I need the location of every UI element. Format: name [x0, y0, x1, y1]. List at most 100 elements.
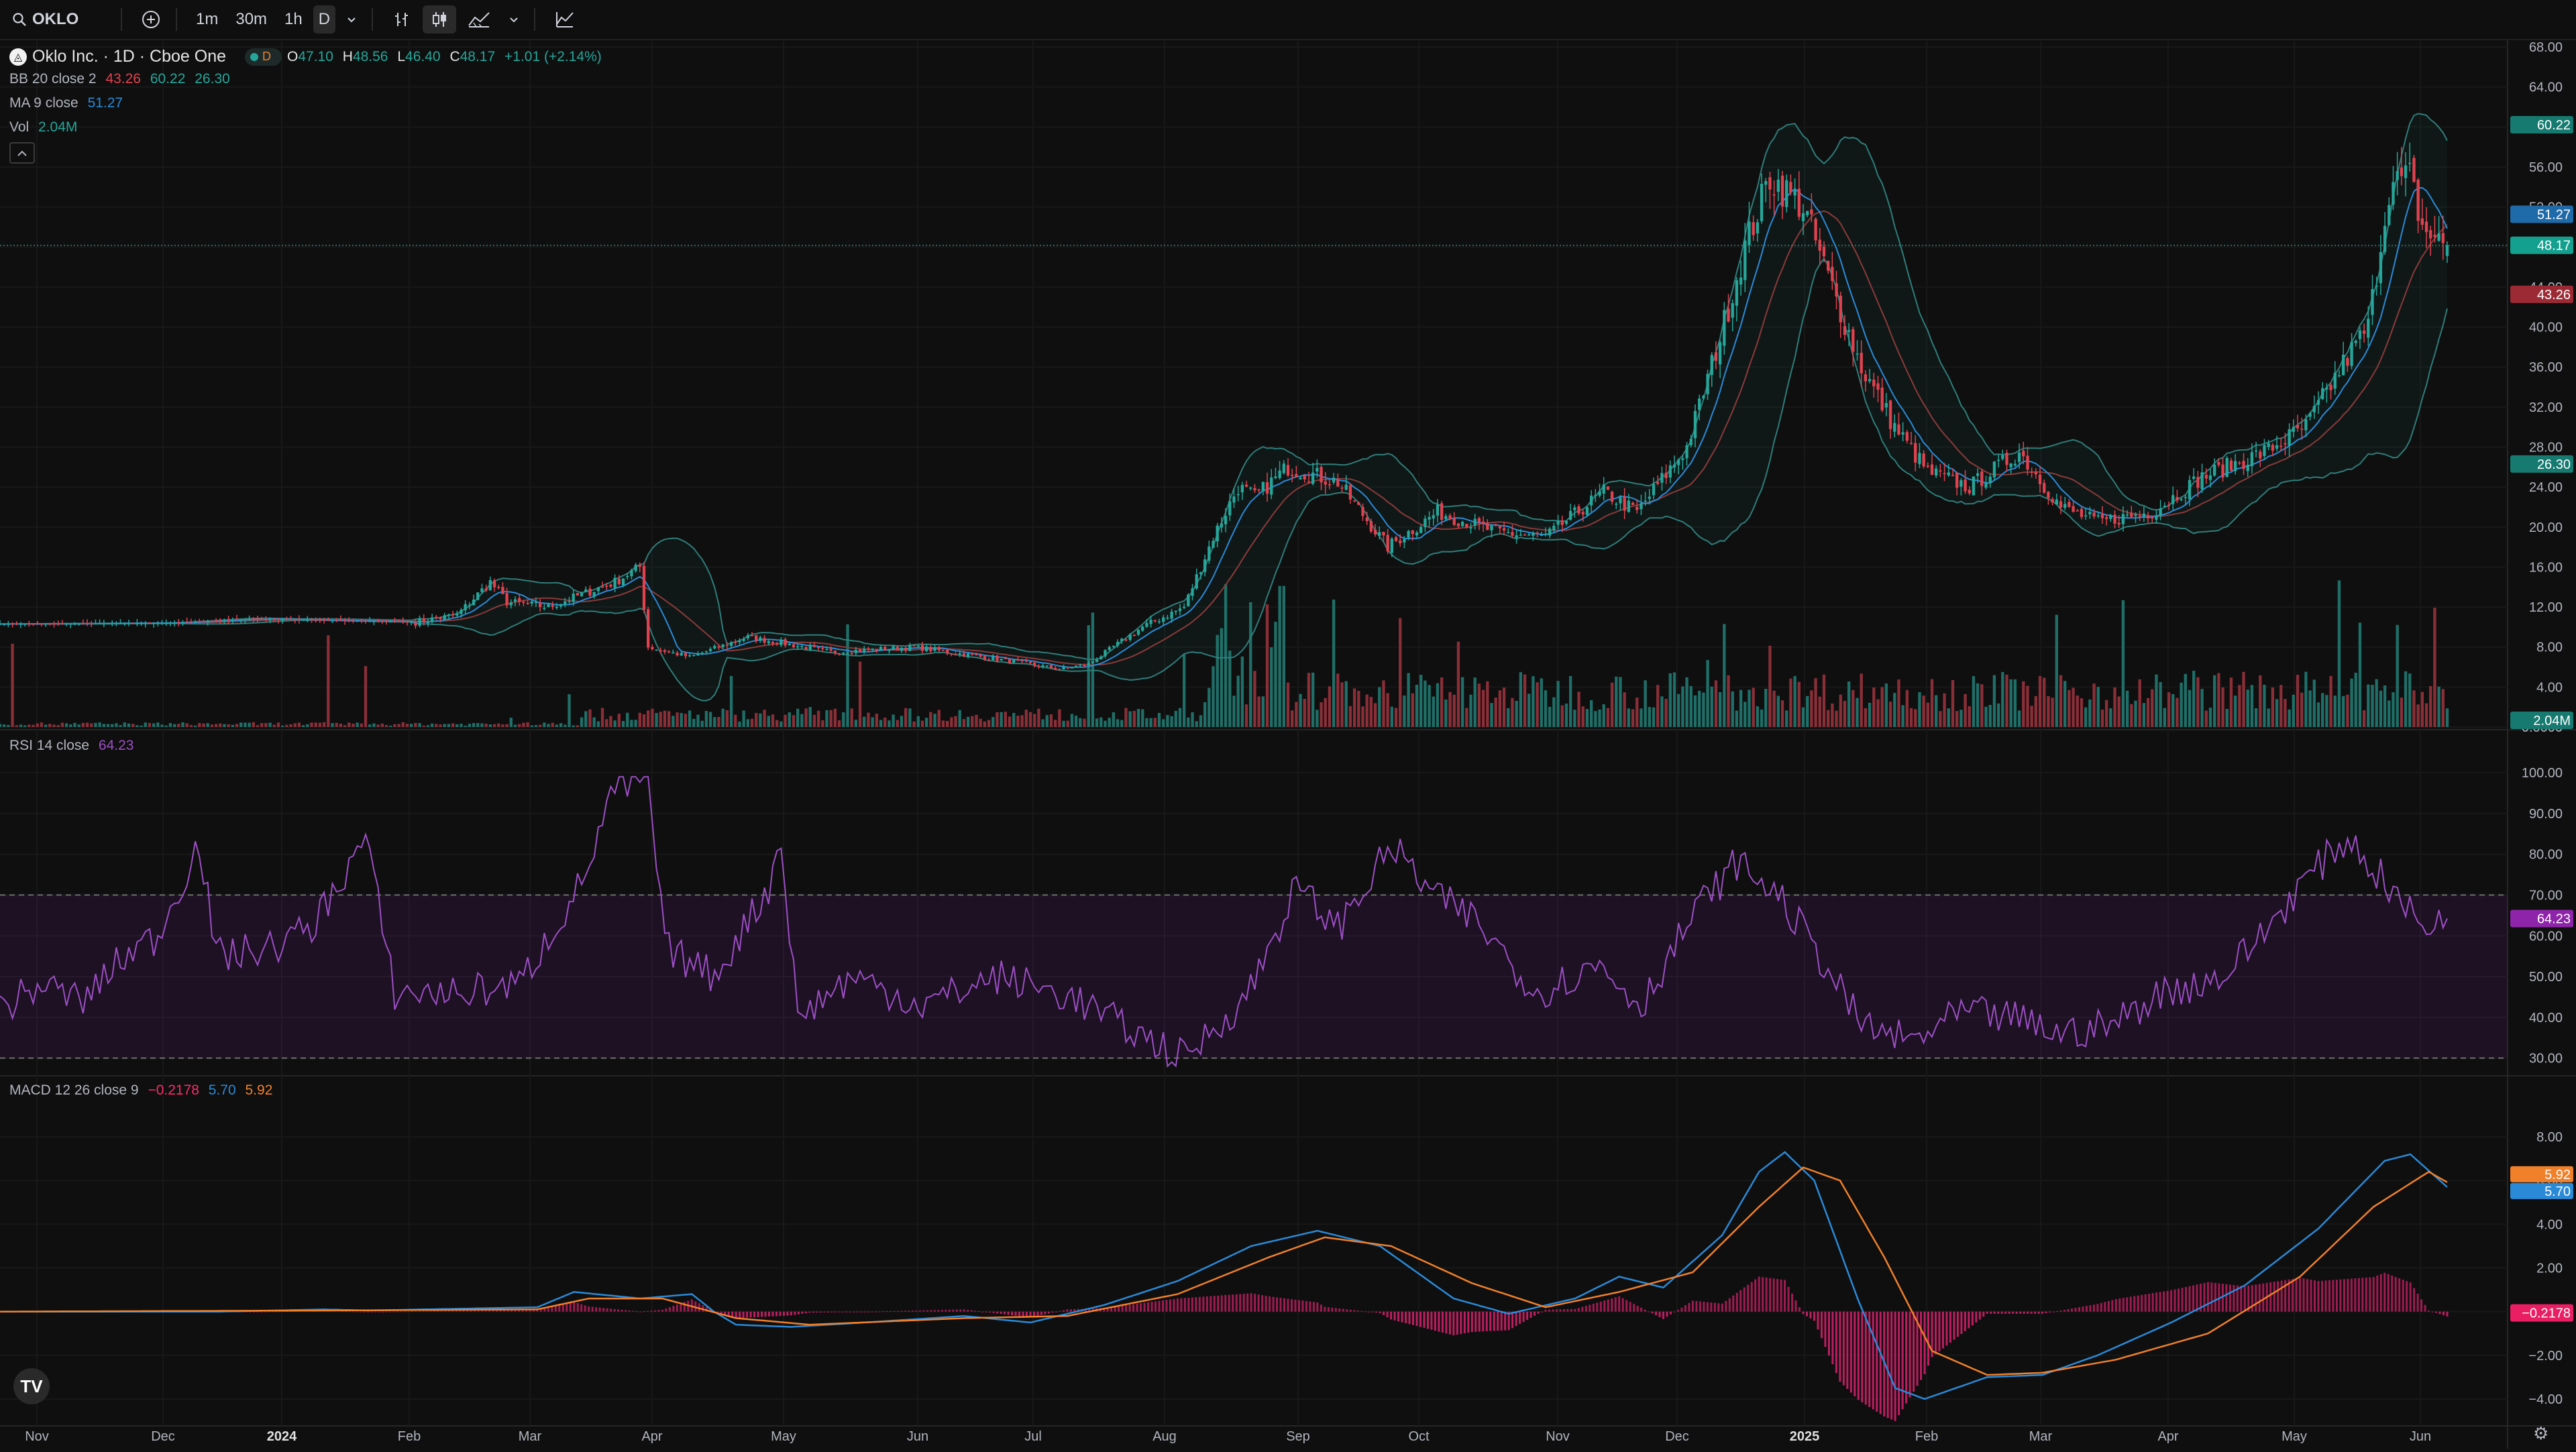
- macd-hist-bar: [256, 1311, 259, 1313]
- volume-bar: [1261, 696, 1265, 727]
- volume-bar: [119, 725, 122, 727]
- collapse-legend-button[interactable]: [9, 142, 35, 164]
- macd-hist-bar: [989, 1311, 991, 1313]
- macd-hist-bar: [768, 1311, 771, 1317]
- legend-bb[interactable]: BB 20 close 2 43.26 60.22 26.30: [9, 71, 235, 87]
- candle-body: [1456, 523, 1460, 526]
- candle-body: [2284, 443, 2287, 445]
- macd-hist-bar: [2178, 1288, 2180, 1312]
- candle-body: [1556, 520, 1560, 525]
- volume-bar: [1536, 682, 1539, 727]
- chart-area[interactable]: Nov Dec 2024 Feb Mar Apr May Jun Jul Aug Sep Oct Nov…: [0, 40, 2576, 1449]
- chart-canvas[interactable]: Nov Dec 2024 Feb Mar Apr May Jun Jul Aug Sep Oct Nov…: [0, 40, 2576, 1449]
- volume-bar: [2341, 695, 2345, 727]
- legend-macd[interactable]: MACD 12 26 close 9 −0.2178 5.70 5.92: [9, 1082, 278, 1099]
- candle-body: [1681, 458, 1684, 460]
- macd-hist-bar: [1478, 1311, 1481, 1332]
- candle-body: [214, 620, 218, 622]
- legend-vol[interactable]: Vol 2.04M: [9, 119, 83, 135]
- legend-rsi[interactable]: RSI 14 close 64.23: [9, 738, 139, 754]
- symbol-search-button[interactable]: OKLO: [5, 5, 113, 34]
- ohlc-close: 48.17: [460, 48, 496, 64]
- volume-bar: [1556, 681, 1560, 727]
- volume-bar: [1648, 707, 1652, 727]
- volume-bar: [1814, 678, 1817, 727]
- volume-bar: [659, 712, 662, 727]
- macd-hist-bar: [1062, 1310, 1065, 1312]
- interval-30m[interactable]: 30m: [235, 10, 268, 28]
- volume-bar: [2117, 696, 2121, 727]
- candle-body: [2246, 465, 2249, 471]
- candle-body: [1797, 188, 1801, 217]
- bb-basis-value: 26.30: [195, 71, 230, 87]
- candle-body: [547, 604, 550, 608]
- candles-style-button[interactable]: [423, 5, 457, 34]
- candle-body: [2337, 375, 2341, 377]
- macd-hist-bar: [2008, 1311, 2010, 1314]
- volume-bar: [2416, 704, 2420, 727]
- volume-bar: [854, 720, 858, 727]
- interval-1h[interactable]: 1h: [284, 10, 303, 28]
- bar-style-button[interactable]: [385, 5, 419, 34]
- candle-body: [2238, 462, 2241, 464]
- volume-bar: [160, 724, 164, 727]
- volume-bar: [979, 718, 982, 727]
- volume-bar: [991, 717, 995, 727]
- candle-body: [717, 647, 720, 648]
- ohlc-l-label: L: [397, 48, 406, 64]
- volume-bar: [115, 723, 118, 727]
- volume-bar: [1465, 708, 1468, 727]
- candle-body: [1386, 535, 1389, 552]
- macd-hist-bar: [1618, 1296, 1621, 1312]
- interval-dropdown[interactable]: [339, 5, 364, 34]
- interval-1m[interactable]: 1m: [196, 10, 219, 28]
- candle-body: [655, 649, 658, 651]
- compare-button[interactable]: [134, 5, 168, 34]
- volume-bar: [2292, 694, 2296, 727]
- candle-body: [1208, 546, 1211, 561]
- badge-label: D: [262, 50, 272, 63]
- indicators-button[interactable]: [547, 5, 582, 34]
- macd-hist-bar: [1386, 1311, 1389, 1318]
- volume-bar: [559, 723, 563, 727]
- volume-bar: [439, 724, 442, 727]
- volume-bar: [409, 724, 413, 727]
- candle-body: [1935, 468, 1938, 476]
- volume-bar: [1743, 702, 1747, 727]
- tradingview-logo[interactable]: TV: [13, 1368, 50, 1404]
- macd-hist-bar: [1217, 1295, 1220, 1312]
- volume-bar: [210, 724, 214, 727]
- candle-body: [1157, 621, 1161, 622]
- toolbar: OKLO 1m 30m 1h D: [0, 0, 2576, 40]
- macd-hist-bar: [1470, 1311, 1473, 1333]
- area-style-button[interactable]: [460, 5, 498, 34]
- macd-hist-bar: [2170, 1290, 2173, 1312]
- volume-bar: [1066, 720, 1069, 727]
- macd-hist-bar: [1066, 1309, 1069, 1312]
- market-status-badge[interactable]: D: [245, 48, 282, 66]
- volume-bar: [1132, 710, 1136, 727]
- macd-hist-bar: [1187, 1297, 1190, 1312]
- interval-d[interactable]: D: [313, 5, 336, 34]
- candle-body: [1104, 650, 1107, 657]
- candle-body: [1723, 310, 1726, 346]
- volume-bar: [1756, 706, 1760, 727]
- candle-body: [2142, 513, 2146, 517]
- macd-hist-bar: [1408, 1311, 1411, 1325]
- legend-ma[interactable]: MA 9 close 51.27: [9, 95, 128, 111]
- macd-hist-bar: [683, 1302, 686, 1312]
- chart-type-dropdown[interactable]: [502, 5, 526, 34]
- volume-bar: [264, 723, 268, 727]
- macd-hist-bar: [830, 1311, 833, 1313]
- candles-icon: [433, 12, 447, 27]
- candle-body: [2259, 451, 2262, 459]
- macd-hist-bar: [646, 1310, 649, 1312]
- gear-icon[interactable]: ⚙: [2533, 1423, 2549, 1443]
- candle-body: [1220, 523, 1224, 528]
- candle-body: [750, 635, 754, 636]
- volume-bar: [2159, 681, 2162, 727]
- macd-hist-bar: [1997, 1311, 2000, 1314]
- volume-bar: [1386, 693, 1389, 727]
- volume-bar: [1935, 695, 1938, 727]
- macd-hist-bar: [860, 1311, 863, 1313]
